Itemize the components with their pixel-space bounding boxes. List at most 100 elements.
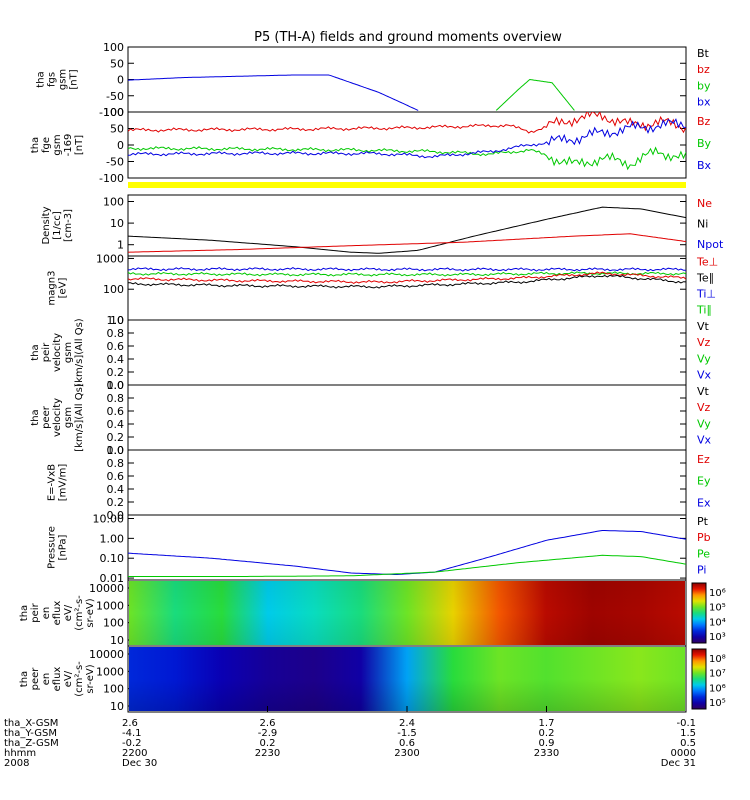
series-line-by bbox=[495, 78, 575, 111]
series-line-Ti⊥ bbox=[128, 267, 686, 272]
y-tick-label: 100 bbox=[103, 196, 124, 209]
y-axis-label: peir bbox=[30, 602, 41, 622]
panel-frame-density bbox=[127, 194, 687, 257]
legend-entry-Ti∥: Ti∥ bbox=[696, 304, 712, 317]
y-tick-label: 10 bbox=[110, 314, 124, 327]
x-tick-value: 2230 bbox=[255, 748, 280, 759]
panel-frame-temp bbox=[127, 255, 687, 321]
y-tick-label: -50 bbox=[106, 156, 124, 169]
y-axis-label: fge bbox=[41, 137, 52, 153]
y-tick-label: 0.2 bbox=[107, 496, 125, 509]
x-tick-value: -0.2 bbox=[122, 738, 142, 749]
y-tick-label: 0.10 bbox=[100, 552, 125, 565]
x-tick-value: 0.2 bbox=[260, 738, 276, 749]
y-tick-label: 100 bbox=[103, 283, 124, 296]
y-axis-label: [nT] bbox=[69, 69, 80, 89]
colorbar-tick-label: 10⁸ bbox=[709, 654, 726, 665]
y-tick-label: 10 bbox=[110, 217, 124, 230]
x-tick-value: 2300 bbox=[394, 748, 419, 759]
x-tick-value: 1.7 bbox=[539, 718, 555, 729]
y-tick-label: 0.2 bbox=[107, 366, 125, 379]
y-tick-label: 10.00 bbox=[93, 512, 125, 525]
legend-entry-Vy: Vy bbox=[697, 417, 711, 430]
y-tick-label: 10 bbox=[110, 634, 124, 647]
y-tick-label: 1000 bbox=[96, 665, 124, 678]
panel-frame-peir_vel bbox=[127, 319, 687, 386]
legend-entry-Pt: Pt bbox=[697, 515, 709, 528]
colorbar-tick-label: 10⁵ bbox=[709, 603, 726, 614]
y-axis-label: fgs bbox=[47, 72, 58, 87]
y-axis-label: (cm²-s- bbox=[74, 661, 85, 697]
y-axis-label: en bbox=[41, 673, 52, 686]
y-axis-label: eflux bbox=[52, 667, 63, 692]
legend-entry-Vx: Vx bbox=[697, 434, 712, 447]
x-date-end: Dec 31 bbox=[661, 758, 696, 769]
panel-frame-pressure bbox=[127, 514, 687, 581]
y-axis-label: sr-eV) bbox=[85, 664, 96, 693]
y-tick-label: 10000 bbox=[89, 582, 124, 595]
legend-entry-Ey: Ey bbox=[697, 475, 711, 488]
y-axis-label: [1/cc] bbox=[52, 211, 63, 240]
colorbar-tick-label: 10⁶ bbox=[709, 588, 726, 599]
x-tick-value: 0.9 bbox=[539, 738, 555, 749]
y-axis-label: velocity bbox=[52, 398, 63, 437]
legend-entry-Pe: Pe bbox=[697, 547, 710, 560]
y-axis-label: eV/ bbox=[63, 604, 74, 621]
y-tick-label: 50 bbox=[110, 57, 124, 70]
series-line-Ne bbox=[128, 233, 686, 253]
x-tick-value: -2.9 bbox=[258, 728, 278, 739]
x-tick-value: 0.6 bbox=[399, 738, 415, 749]
legend-entry-Bx: Bx bbox=[697, 159, 712, 172]
y-axis-label: velocity bbox=[52, 333, 63, 372]
y-tick-label: 0.0 bbox=[107, 509, 125, 522]
y-tick-label: 0.8 bbox=[107, 327, 125, 340]
series-line-Pe bbox=[128, 554, 686, 577]
x-tick-value: 0000 bbox=[671, 748, 696, 759]
legend-entry-Bz: Bz bbox=[697, 115, 711, 128]
colorbar-tick-label: 10⁷ bbox=[709, 669, 726, 680]
y-axis-label: E=-VxB bbox=[47, 464, 58, 501]
y-axis-label: en bbox=[41, 607, 52, 620]
colorbar-peer_spec bbox=[691, 648, 707, 710]
x-tick-value: 0.5 bbox=[680, 738, 696, 749]
y-tick-label: -100 bbox=[99, 172, 124, 185]
y-tick-label: 1.0 bbox=[107, 444, 125, 457]
series-line-bx bbox=[128, 74, 419, 111]
y-axis-label: tha bbox=[30, 344, 41, 360]
panel-frame-fgs bbox=[127, 46, 687, 113]
x-tick-value: 2.4 bbox=[399, 718, 415, 729]
y-axis-label: [mV/m] bbox=[58, 464, 69, 502]
legend-entry-Vx: Vx bbox=[697, 369, 712, 382]
y-tick-label: 0.01 bbox=[100, 572, 125, 585]
y-axis-label: Pressure bbox=[47, 526, 58, 569]
y-axis-label: tha bbox=[36, 71, 47, 87]
legend-entry-Pi: Pi bbox=[697, 564, 706, 577]
legend-entry-Te∥: Te∥ bbox=[696, 272, 714, 285]
y-axis-label: [nPa] bbox=[58, 534, 69, 560]
y-tick-label: 0.6 bbox=[107, 340, 125, 353]
legend-entry-Vz: Vz bbox=[697, 336, 711, 349]
y-tick-label: 1.0 bbox=[107, 379, 125, 392]
legend-entry-By: By bbox=[697, 137, 712, 150]
legend-entry-Vt: Vt bbox=[697, 320, 710, 333]
y-axis-label: gsm bbox=[63, 342, 74, 363]
y-tick-label: 1000 bbox=[96, 599, 124, 612]
y-axis-label: gsm bbox=[52, 134, 63, 155]
legend-entry-bz: bz bbox=[697, 63, 710, 76]
y-tick-label: 1.0 bbox=[107, 314, 125, 327]
series-line-Te∥ bbox=[128, 274, 686, 289]
y-axis-label: sr-eV) bbox=[85, 598, 96, 627]
y-axis-label: [nT] bbox=[74, 135, 85, 155]
legend-entry-Te⊥: Te⊥ bbox=[696, 256, 718, 269]
x-row-label: tha_Y-GSM bbox=[4, 728, 57, 739]
x-tick-value: -4.1 bbox=[122, 728, 142, 739]
y-tick-label: 100 bbox=[103, 617, 124, 630]
series-line-Bx bbox=[128, 118, 686, 159]
chart-title: P5 (TH-A) fields and ground moments over… bbox=[254, 30, 562, 45]
legend-entry-Ti⊥: Ti⊥ bbox=[696, 288, 716, 301]
series-line-Pi bbox=[128, 530, 686, 575]
flag-bar bbox=[128, 182, 686, 188]
y-tick-label: 0.4 bbox=[107, 418, 125, 431]
panel-frame-fge bbox=[127, 111, 687, 179]
